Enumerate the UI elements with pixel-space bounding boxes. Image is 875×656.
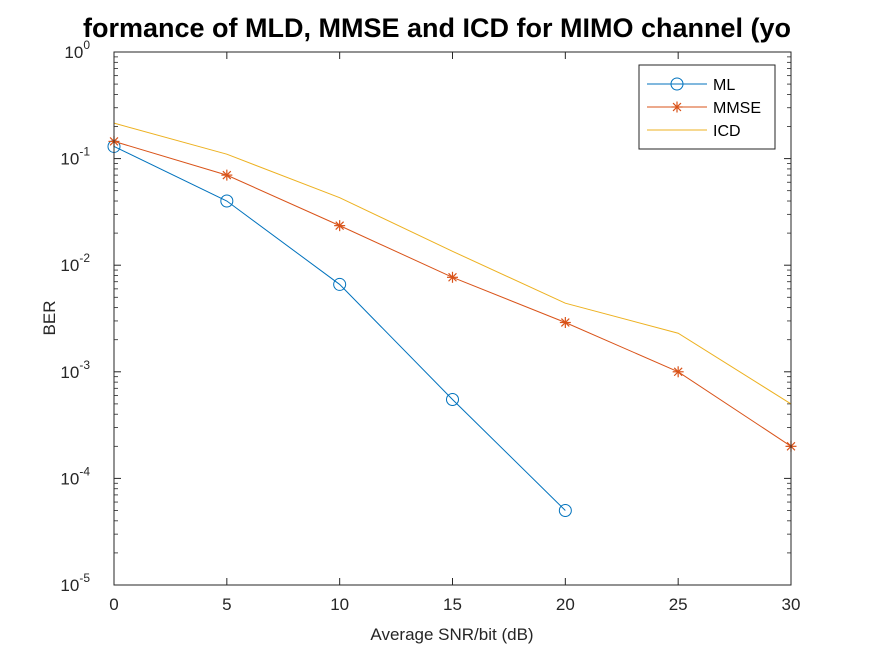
data-point-mmse-5-stroke-d2 (673, 367, 683, 377)
x-tick-label-1: 5 (222, 595, 231, 614)
y-tick-label-1: 10-4 (60, 464, 90, 488)
data-point-mmse-2-stroke-d2 (335, 221, 345, 231)
legend-label-icd: ICD (713, 123, 741, 140)
legend-marker-mmse (671, 101, 683, 113)
data-point-ml-3 (446, 392, 459, 406)
x-tick-label-2: 10 (330, 595, 349, 614)
data-point-mmse-1 (221, 169, 233, 181)
x-axis-label: Average SNR/bit (dB) (370, 625, 533, 644)
series-line-ml (113, 145, 566, 511)
data-point-mmse-3 (447, 271, 458, 283)
data-point-ml-1 (220, 194, 234, 208)
data-point-mmse-1-stroke-d2 (222, 170, 232, 180)
data-point-mmse-5 (672, 366, 684, 378)
data-point-mmse-3-stroke-d2 (448, 272, 457, 282)
y-tick-label-0: 10-5 (60, 571, 90, 595)
data-point-mmse-4 (559, 317, 571, 329)
legend: ML MMSE ICD (638, 64, 776, 150)
legend-marker-mmse-stroke-d2 (672, 102, 682, 112)
x-tick-label-6: 30 (782, 595, 801, 614)
y-tick-label-2: 10-3 (60, 358, 90, 382)
series-line-icd (113, 122, 792, 405)
x-tick-label-5: 25 (669, 595, 688, 614)
y-tick-label-4: 10-1 (60, 145, 90, 169)
y-tick-label-5: 100 (64, 38, 90, 62)
legend-label-mmse: MMSE (713, 100, 761, 117)
x-tick-label-0: 0 (109, 595, 118, 614)
legend-label-ml: ML (713, 77, 735, 94)
data-point-mmse-4-stroke-d2 (560, 318, 570, 327)
y-tick-label-3: 10-2 (60, 251, 90, 275)
data-point-mmse-2 (334, 220, 346, 232)
data-point-ml-4 (558, 503, 572, 517)
chart-title: formance of MLD, MMSE and ICD for MIMO c… (83, 13, 791, 43)
legend-marker-ml (670, 77, 684, 91)
y-axis-label: BER (40, 301, 59, 336)
ticks-layer: 0 5 10 15 20 25 30 10-5 10-4 10-3 10-2 10-1 100 (60, 38, 800, 614)
data-point-ml-2 (333, 277, 347, 291)
series-layer (107, 122, 797, 517)
x-tick-label-4: 20 (556, 595, 575, 614)
x-tick-label-3: 15 (443, 595, 462, 614)
axes-box (113, 51, 792, 586)
